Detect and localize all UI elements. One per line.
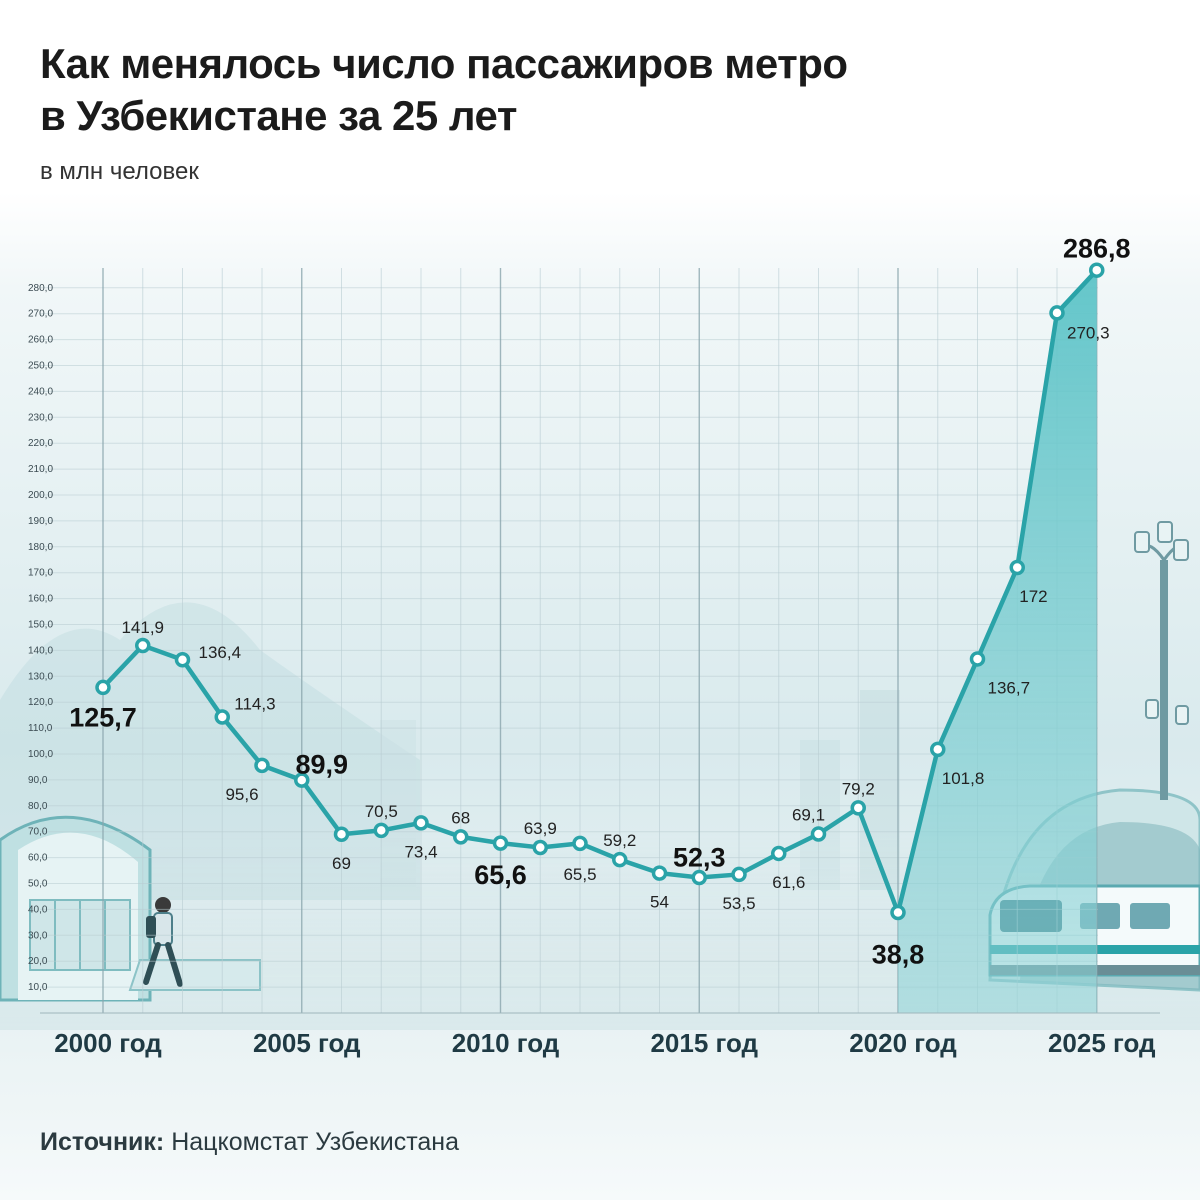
y-tick-label: 20,0	[28, 956, 48, 967]
y-tick-label: 40,0	[28, 904, 48, 915]
y-tick-label: 90,0	[28, 775, 48, 786]
data-label: 73,4	[404, 842, 437, 861]
data-point	[850, 800, 866, 816]
data-label: 69,1	[792, 806, 825, 825]
data-point	[651, 865, 668, 881]
x-tick-label: 2010 год	[452, 1028, 560, 1058]
data-point	[1009, 559, 1025, 576]
y-tick-label: 120,0	[28, 697, 53, 708]
growth-area	[898, 270, 1097, 1013]
data-label: 89,9	[295, 749, 348, 779]
street-lamp-illustration	[1134, 521, 1189, 800]
data-label: 65,6	[474, 860, 527, 890]
data-point	[135, 637, 151, 654]
data-point	[731, 866, 747, 883]
data-label: 52,3	[673, 843, 726, 873]
data-label: 69	[332, 854, 351, 873]
y-tick-label: 190,0	[28, 516, 53, 527]
y-tick-label: 210,0	[28, 464, 53, 475]
x-tick-label: 2025 год	[1048, 1028, 1156, 1058]
data-label: 141,9	[121, 618, 164, 637]
y-tick-label: 160,0	[28, 594, 53, 605]
data-point	[771, 845, 787, 862]
y-tick-label: 270,0	[28, 309, 53, 320]
x-tick-label: 2015 год	[650, 1028, 758, 1058]
chart-title-line-2: в Узбекистане за 25 лет	[40, 92, 517, 139]
y-tick-label: 200,0	[28, 490, 53, 501]
y-tick-label: 50,0	[28, 879, 48, 890]
data-point	[214, 709, 230, 725]
data-point	[373, 822, 389, 839]
chart-subtitle: в млн человек	[40, 158, 199, 185]
y-tick-label: 240,0	[28, 386, 53, 397]
data-label: 136,4	[199, 643, 242, 662]
data-point	[612, 851, 628, 868]
data-label: 125,7	[69, 703, 137, 733]
y-tick-label: 250,0	[28, 361, 53, 372]
data-point	[254, 757, 270, 774]
data-point	[492, 835, 509, 851]
data-label: 59,2	[603, 831, 636, 850]
chart-title-line-1: Как менялось число пассажиров метро	[40, 40, 848, 87]
data-label: 54	[650, 893, 669, 912]
data-point	[890, 904, 906, 921]
data-point	[95, 679, 111, 696]
data-label: 136,7	[988, 678, 1031, 697]
data-point	[810, 826, 827, 842]
y-tick-label: 100,0	[28, 749, 53, 760]
data-label: 114,3	[234, 694, 275, 713]
data-label: 70,5	[365, 802, 398, 821]
y-tick-label: 220,0	[28, 438, 53, 449]
y-tick-label: 230,0	[28, 412, 53, 423]
x-tick-label: 2020 год	[849, 1028, 957, 1058]
y-tick-label: 70,0	[28, 827, 48, 838]
x-tick-label: 2000 год	[54, 1028, 162, 1058]
data-point	[453, 829, 469, 845]
data-point	[1089, 262, 1105, 278]
data-label: 61,6	[772, 873, 805, 892]
data-label: 95,6	[225, 785, 258, 804]
data-point	[969, 651, 986, 667]
data-label: 63,9	[524, 819, 557, 838]
source-label: Источник:	[40, 1128, 165, 1156]
y-tick-label: 140,0	[28, 645, 53, 656]
data-point	[413, 815, 429, 831]
data-point	[532, 839, 548, 856]
data-label: 172	[1019, 587, 1047, 606]
data-point	[294, 772, 310, 788]
data-point	[1049, 305, 1065, 321]
data-label: 68	[451, 808, 470, 827]
metro-entrance-illustration	[0, 815, 261, 1002]
data-label: 270,3	[1067, 323, 1110, 342]
source-value: Нацкомстат Узбекистана	[171, 1128, 460, 1156]
data-point	[691, 869, 707, 886]
y-tick-label: 130,0	[28, 671, 53, 682]
y-tick-label: 60,0	[28, 853, 48, 864]
data-point	[572, 835, 588, 852]
data-label: 101,8	[942, 769, 985, 788]
data-label: 53,5	[722, 894, 755, 913]
y-tick-label: 80,0	[28, 801, 48, 812]
data-label: 286,8	[1063, 233, 1131, 263]
data-point	[930, 741, 946, 758]
data-point	[333, 826, 350, 843]
data-label: 65,5	[563, 865, 596, 884]
y-tick-label: 110,0	[28, 723, 53, 734]
y-tick-label: 150,0	[28, 620, 53, 631]
y-tick-label: 170,0	[28, 568, 53, 579]
data-label: 38,8	[872, 940, 925, 970]
x-tick-label: 2005 год	[253, 1028, 361, 1058]
y-tick-label: 180,0	[28, 542, 53, 553]
data-point	[174, 651, 191, 668]
y-tick-label: 280,0	[28, 283, 53, 294]
y-tick-label: 10,0	[28, 982, 48, 993]
y-tick-label: 30,0	[28, 930, 48, 941]
y-tick-label: 260,0	[28, 335, 53, 346]
chart-title: Как менялось число пассажиров метро в Уз…	[40, 38, 1040, 142]
data-label: 79,2	[842, 779, 875, 798]
source-note: Источник: Нацкомстат Узбекистана	[40, 1128, 459, 1157]
